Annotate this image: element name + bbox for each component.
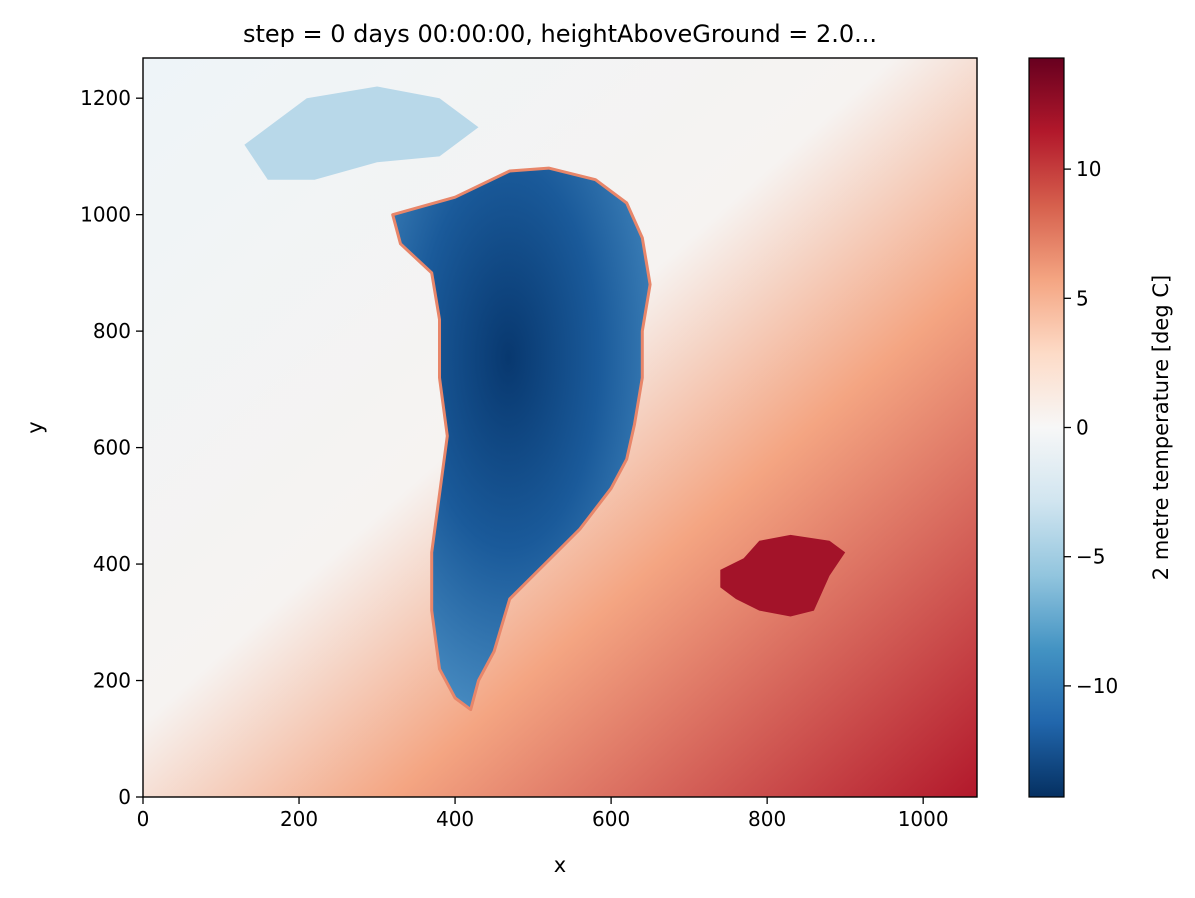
x-tick-label: 1000 [898,807,949,831]
x-tick-label: 200 [280,807,318,831]
plot-frame [142,57,978,798]
y-tick-label: 800 [93,319,131,343]
x-tick-label: 400 [436,807,474,831]
y-tick-label: 1200 [80,86,131,110]
region-ellesmere-highlands [244,86,479,180]
y-tick-label: 600 [93,436,131,460]
x-tick-label: 800 [748,807,786,831]
colorbar [1028,57,1065,798]
plot-area [143,58,977,797]
y-tick-label: 0 [118,785,131,809]
x-tick-label: 0 [137,807,150,831]
y-axis-label: y [23,421,47,433]
x-axis-label: x [554,853,566,877]
region-iceland [720,534,846,617]
y-tick-label: 1000 [80,203,131,227]
colorbar-tick-label: −10 [1076,674,1118,698]
colorbar-tick-label: −5 [1076,545,1105,569]
colorbar-axis: −10 −5 0 5 10 [1064,157,1118,698]
x-tick-label: 600 [592,807,630,831]
colorbar-label: 2 metre temperature [deg C] [1149,275,1173,580]
region-greenland-ice-sheet [391,166,652,712]
y-axis: 0 200 400 600 800 1000 1200 [80,86,143,809]
y-tick-label: 400 [93,552,131,576]
colorbar-tick-label: 0 [1076,416,1089,440]
x-axis: 0 200 400 600 800 1000 [137,797,949,831]
y-tick-label: 200 [93,669,131,693]
colorbar-tick-label: 10 [1076,157,1101,181]
chart-title: step = 0 days 00:00:00, heightAboveGroun… [243,20,877,48]
colorbar-tick-label: 5 [1076,286,1089,310]
